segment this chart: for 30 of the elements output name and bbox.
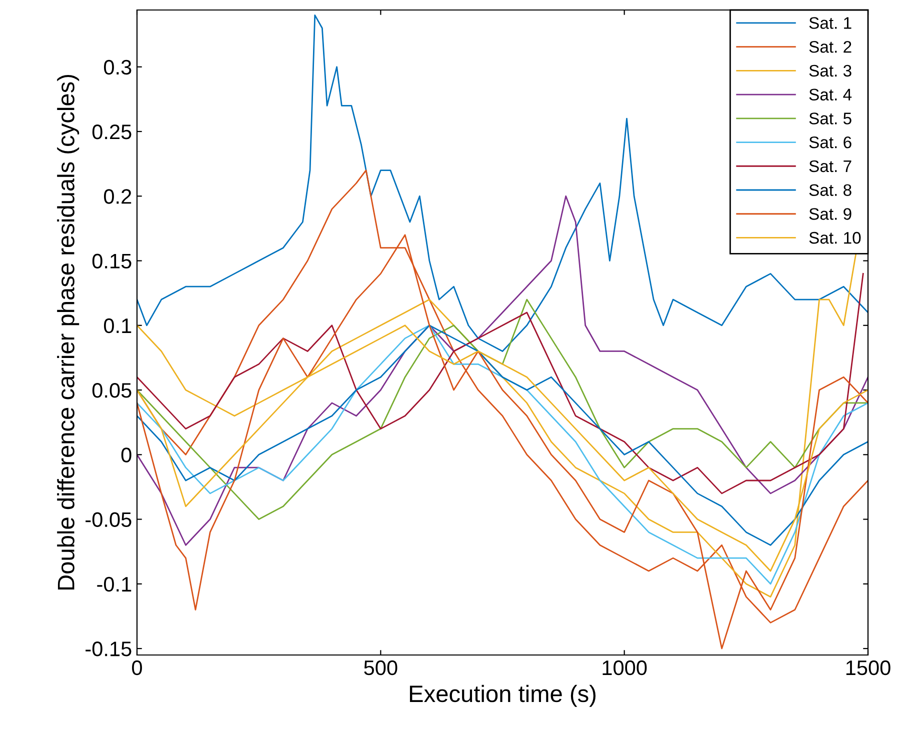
legend-label: Sat. 7 [809, 160, 852, 172]
y-tick-label: -0.1 [97, 576, 132, 592]
x-tick-label: 500 [364, 660, 398, 676]
legend-label: Sat. 1 [809, 17, 852, 29]
y-tick-label: 0.05 [92, 383, 132, 398]
y-axis-title: Double difference carrier phase residuals (cycles) [57, 74, 80, 590]
y-tick-label: -0.15 [86, 642, 132, 656]
line-series [137, 14, 868, 352]
y-tick-label: 0.3 [104, 60, 132, 75]
legend-label: Sat. 10 [809, 232, 861, 244]
legend-label: Sat. 9 [809, 208, 852, 220]
x-tick-label: 1500 [846, 660, 890, 676]
legend-label: Sat. 2 [809, 40, 852, 53]
legend-label: Sat. 8 [809, 184, 852, 196]
x-axis-title: Execution time (s) [410, 684, 596, 707]
y-tick-label: -0.05 [86, 512, 132, 528]
legend-label: Sat. 6 [809, 136, 852, 148]
y-tick-label: 0.2 [104, 189, 132, 204]
y-tick-label: 0.15 [92, 254, 132, 269]
x-tick-label: 1000 [602, 660, 647, 676]
y-tick-label: 0 [121, 448, 132, 462]
y-tick-label: 0.25 [92, 124, 132, 140]
line-series [137, 298, 868, 520]
line-series [137, 195, 868, 546]
legend-label: Sat. 4 [809, 88, 852, 101]
x-tick-label: 0 [132, 660, 142, 676]
legend-label: Sat. 5 [809, 112, 852, 124]
line-series [137, 272, 864, 494]
y-tick-label: 0.1 [104, 318, 132, 334]
legend-label: Sat. 3 [809, 64, 852, 77]
